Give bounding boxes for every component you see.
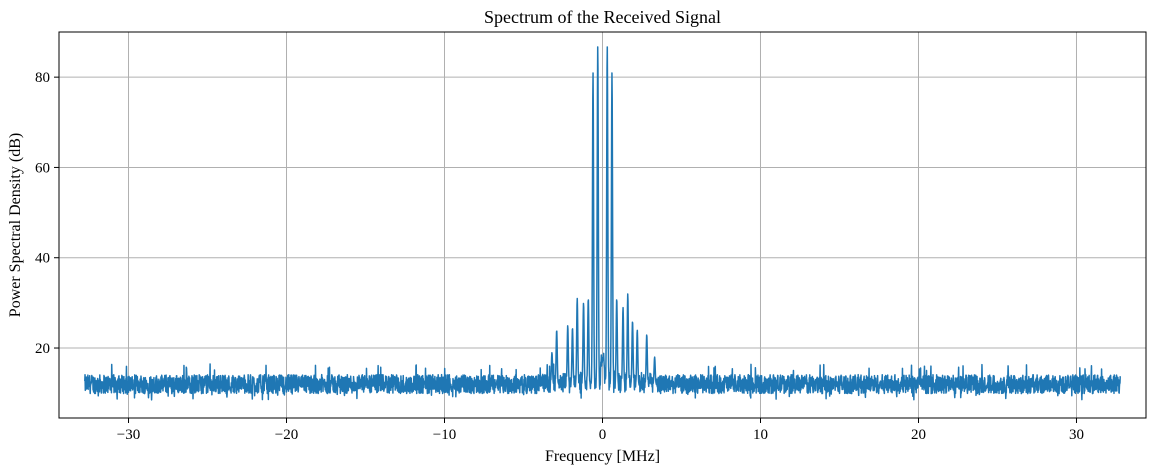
y-tick-label: 80	[35, 70, 50, 86]
grid-lines	[59, 32, 1146, 418]
x-tick-label: 20	[911, 427, 926, 443]
y-axis-label: Power Spectral Density (dB)	[7, 133, 24, 317]
x-tick-label: 10	[753, 427, 768, 443]
x-axis-ticks: −30 −20 −10 0 10 20 30	[117, 418, 1084, 443]
x-tick-label: 30	[1069, 427, 1084, 443]
x-tick-label: 0	[599, 427, 607, 443]
y-tick-label: 40	[35, 251, 50, 267]
chart-title: Spectrum of the Received Signal	[484, 7, 721, 27]
x-axis-label: Frequency [MHz]	[545, 448, 660, 465]
psd-series-line	[84, 46, 1121, 401]
x-tick-label: −20	[275, 427, 298, 443]
y-tick-label: 60	[35, 160, 50, 176]
x-tick-label: −10	[433, 427, 456, 443]
y-tick-label: 20	[35, 341, 50, 357]
y-axis-ticks: 20 40 60 80	[35, 70, 59, 357]
x-tick-label: −30	[117, 427, 140, 443]
